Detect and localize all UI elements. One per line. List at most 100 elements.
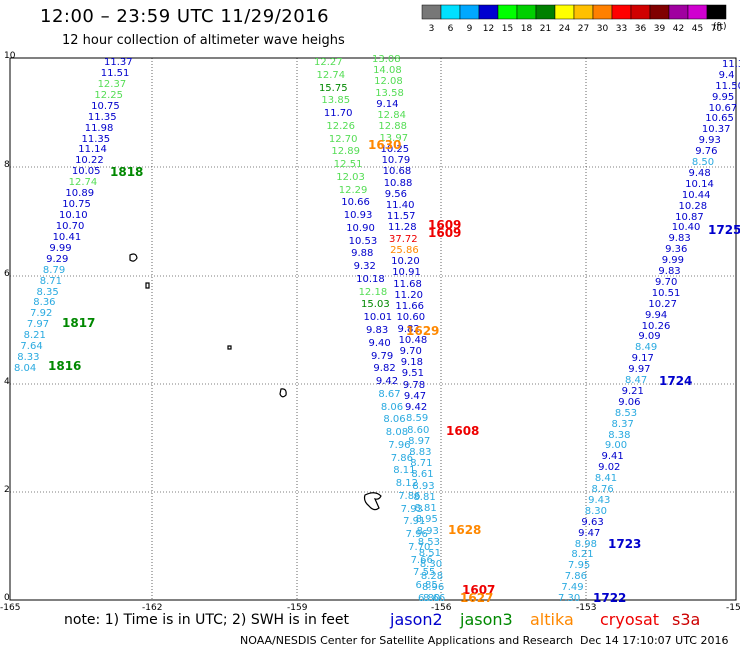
swh-value-label: 10.90 bbox=[346, 222, 375, 234]
footer-credit: NOAA/NESDIS Center for Satellite Applica… bbox=[240, 634, 574, 647]
swh-value-label: 11.20 bbox=[394, 289, 423, 301]
swh-value-label: 6.85 bbox=[415, 580, 438, 592]
swh-value-label: 9.18 bbox=[400, 357, 423, 369]
swh-value-label: 9.63 bbox=[581, 516, 604, 528]
swh-value-label: 11.51 bbox=[100, 67, 130, 79]
x-tick-label: -165 bbox=[0, 603, 21, 613]
swh-value-label: 9.29 bbox=[46, 253, 69, 265]
swh-value-label: 8.66 bbox=[423, 593, 446, 604]
swh-value-label: 10.60 bbox=[396, 312, 426, 324]
swh-value-label: 9.70 bbox=[399, 345, 422, 357]
swh-value-label: 10.18 bbox=[356, 273, 385, 285]
swh-value-label: 10.51 bbox=[651, 287, 681, 299]
swh-value-label: 9.02 bbox=[598, 462, 621, 474]
legend-tick-label: 30 bbox=[597, 24, 609, 34]
island-outline bbox=[363, 492, 382, 511]
swh-value-label: 7.49 bbox=[561, 582, 584, 594]
swh-value-label: 7.55 bbox=[413, 567, 436, 579]
swh-value-label: 9.32 bbox=[353, 261, 376, 273]
legend-tick-label: 24 bbox=[559, 24, 571, 34]
swh-value-label: 11.66 bbox=[395, 301, 425, 313]
swh-value-label: 9.94 bbox=[645, 309, 668, 321]
swh-value-label: 8.28 bbox=[420, 570, 444, 582]
swh-value-label: 13.58 bbox=[375, 87, 404, 99]
swh-value-label: 8.61 bbox=[411, 469, 434, 481]
pass-number-label: 1629 bbox=[406, 324, 440, 338]
swh-value-label: 9.00 bbox=[604, 440, 628, 452]
swh-value-label: 12.37 bbox=[97, 78, 127, 90]
swh-value-label: 8.21 bbox=[23, 330, 46, 342]
swh-value-label: 6.80 bbox=[418, 593, 441, 604]
pass-number-label: 1816 bbox=[48, 359, 82, 373]
swh-value-label: 7.86 bbox=[398, 490, 421, 502]
swh-value-label: 7.91 bbox=[403, 516, 426, 528]
swh-value-label: 9.99 bbox=[661, 255, 685, 267]
swh-value-label: 10.89 bbox=[65, 188, 95, 200]
swh-value-label: 9.48 bbox=[688, 167, 711, 179]
swh-value-label: 10.10 bbox=[59, 210, 88, 221]
swh-value-label: 9.09 bbox=[638, 331, 661, 343]
pass-number-label: 1723 bbox=[608, 537, 642, 551]
swh-value-label: 7.96 bbox=[405, 529, 428, 541]
swh-value-label: 10.91 bbox=[392, 267, 421, 279]
swh-value-label: 10.05 bbox=[71, 166, 101, 178]
swh-value-label: 7.30 bbox=[558, 593, 581, 604]
swh-value-label: 8.21 bbox=[571, 549, 594, 561]
swh-value-label: 10.67 bbox=[708, 102, 738, 114]
x-tick-label: -150 bbox=[726, 603, 740, 613]
swh-value-label: 8.53 bbox=[614, 407, 638, 419]
swh-value-label: 12.51 bbox=[333, 159, 363, 171]
swh-value-label: 8.36 bbox=[33, 297, 56, 309]
swh-value-label: 9.82 bbox=[373, 363, 396, 375]
swh-value-label: 9.88 bbox=[351, 248, 374, 260]
swh-value-label: 10.70 bbox=[55, 220, 85, 232]
swh-value-label: 8.67 bbox=[378, 388, 401, 400]
map-subtitle: 12 hour collection of altimeter wave hei… bbox=[62, 33, 345, 48]
swh-value-label: 9.93 bbox=[698, 135, 721, 147]
swh-value-label: 9.47 bbox=[578, 527, 601, 539]
legend-swatch bbox=[706, 4, 727, 20]
swh-value-label: 13.97 bbox=[379, 132, 409, 144]
swh-value-label: 12.29 bbox=[338, 184, 368, 196]
swh-value-label: 9.99 bbox=[49, 242, 72, 254]
legend-tick-label: 39 bbox=[654, 24, 666, 34]
swh-value-label: 8.97 bbox=[408, 435, 431, 447]
swh-value-label: 9.47 bbox=[403, 390, 427, 402]
swh-value-label: 8.41 bbox=[594, 473, 618, 485]
swh-value-label: 37.72 bbox=[389, 233, 418, 245]
island-outline bbox=[129, 253, 138, 262]
swh-value-label: 8.47 bbox=[624, 375, 648, 387]
legend-jason3: jason3 bbox=[460, 610, 513, 629]
footer-timestamp: Dec 14 17:10:07 UTC 2016 bbox=[580, 634, 729, 647]
swh-value-label: 9.21 bbox=[621, 385, 644, 397]
legend-s3a: s3a bbox=[672, 610, 701, 629]
legend-tick-label: 42 bbox=[673, 24, 684, 34]
swh-value-label: 9.40 bbox=[368, 337, 391, 349]
swh-value-label: 10.48 bbox=[398, 334, 428, 346]
swh-value-label: 11.35 bbox=[81, 133, 111, 145]
pass-number-label: 1609 bbox=[428, 226, 462, 240]
legend-jason2: jason2 bbox=[390, 610, 443, 629]
swh-value-label: 10.66 bbox=[341, 197, 370, 209]
swh-value-label: 9.95 bbox=[711, 91, 735, 103]
swh-value-label: 10.41 bbox=[52, 231, 82, 243]
swh-value-label: 11.3 bbox=[722, 59, 740, 70]
map-title: 12:00 – 23:59 UTC 11/29/2016 bbox=[40, 6, 330, 27]
x-tick-label: -153 bbox=[576, 603, 597, 613]
swh-value-label: 10.53 bbox=[348, 235, 378, 247]
swh-value-label: 12.74 bbox=[68, 177, 98, 189]
swh-value-label: 10.44 bbox=[681, 189, 711, 201]
swh-value-label: 7.93 bbox=[400, 503, 423, 515]
swh-value-label: 8.76 bbox=[591, 484, 614, 496]
swh-value-label: 8.79 bbox=[42, 264, 66, 276]
pass-number-label: 1818 bbox=[110, 165, 144, 179]
swh-value-label: 8.53 bbox=[417, 536, 440, 548]
pass-number-label: 1627 bbox=[460, 591, 494, 605]
legend-tick-label: 9 bbox=[467, 24, 473, 34]
x-tick-label: -162 bbox=[142, 603, 163, 613]
legend-tick-label: 12 bbox=[483, 24, 494, 34]
swh-value-label: 8.60 bbox=[407, 424, 430, 436]
pass-number-label: 1722 bbox=[593, 591, 627, 605]
